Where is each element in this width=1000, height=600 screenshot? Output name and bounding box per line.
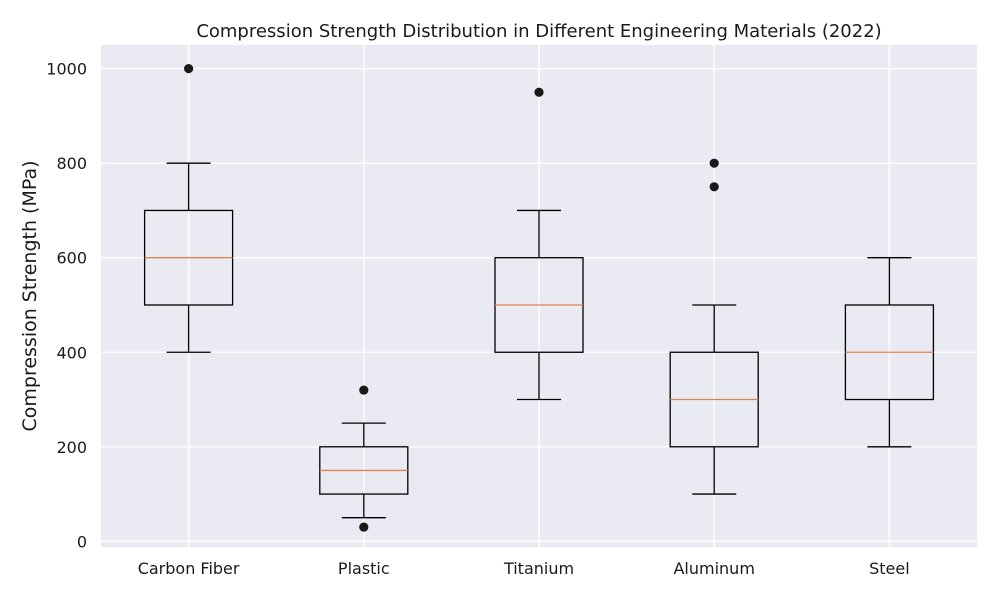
x-axis-ticks: Carbon Fiber Plastic Titanium Aluminum Steel: [138, 559, 910, 578]
box-group: [319, 385, 409, 532]
box-group: [844, 257, 935, 448]
outlier-point: [534, 87, 544, 97]
outlier-point: [359, 385, 369, 395]
y-tick-label: 200: [56, 438, 87, 457]
x-tick-label: Titanium: [503, 559, 574, 578]
box-group: [669, 158, 759, 495]
outlier-point: [709, 182, 719, 192]
x-tick-label: Carbon Fiber: [138, 559, 240, 578]
chart-title: Compression Strength Distribution in Dif…: [196, 21, 881, 42]
y-tick-label: 600: [56, 249, 87, 268]
outlier-point: [709, 158, 719, 168]
box-series: [143, 64, 935, 532]
x-tick-label: Aluminum: [673, 559, 754, 578]
y-tick-label: 800: [56, 154, 87, 173]
y-tick-label: 0: [77, 532, 87, 551]
x-tick-label: Steel: [869, 559, 910, 578]
y-tick-label: 400: [56, 343, 87, 362]
y-axis-label: Compression Strength (MPa): [19, 160, 41, 431]
outlier-point: [359, 522, 369, 532]
x-tick-label: Plastic: [338, 559, 390, 578]
outlier-point: [184, 64, 194, 74]
box-group: [143, 64, 234, 353]
y-axis-ticks: 0 200 400 600 800 1000: [46, 60, 87, 552]
y-tick-label: 1000: [46, 60, 87, 79]
box-group: [494, 87, 584, 401]
